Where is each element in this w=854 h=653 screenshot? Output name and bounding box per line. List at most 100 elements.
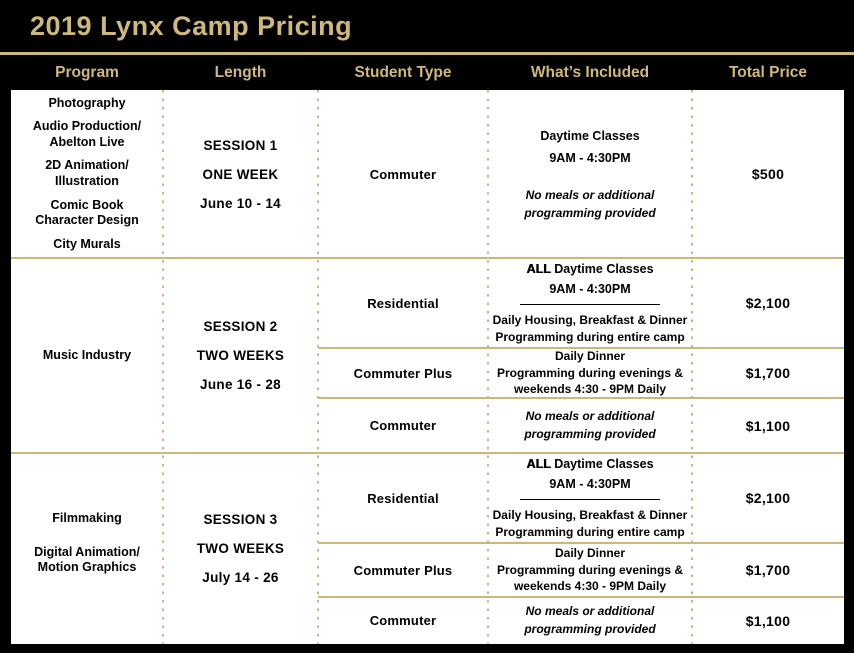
included-cell: No meals or additional programming provi…	[488, 398, 692, 453]
price-cell: $500	[692, 90, 844, 258]
program-name: Photography	[48, 95, 126, 110]
included-cell: Daytime Classes 9AM - 4:30PM No meals or…	[488, 90, 692, 258]
student-type: Residential	[367, 295, 439, 311]
included-classes: Daytime Classes 9AM - 4:30PM	[540, 128, 640, 165]
column-divider	[691, 90, 693, 644]
length-cell: SESSION 2 TWO WEEKS June 16 - 28	[163, 258, 318, 453]
included-all-emphasis: ALL	[526, 261, 551, 276]
student-type-cell: Commuter Plus	[318, 543, 488, 597]
price-cell: $1,100	[692, 398, 844, 453]
price-column: $2,100 $1,700 $1,100	[692, 453, 844, 644]
student-type-column: Residential Commuter Plus Commuter	[318, 453, 488, 644]
session-duration: TWO WEEKS	[196, 541, 285, 556]
student-type: Commuter	[369, 418, 437, 433]
student-type-column: Residential Commuter Plus Commuter	[318, 258, 488, 453]
price-cell: $2,100	[692, 453, 844, 543]
row-divider	[318, 542, 844, 544]
length-cell: SESSION 1 ONE WEEK June 10 - 14	[163, 90, 318, 258]
student-type: Commuter	[369, 166, 437, 182]
row-divider	[318, 397, 844, 399]
program-cell: Photography Audio Production/ Abelton Li…	[11, 90, 163, 258]
session-dates: July 14 - 26	[202, 570, 279, 585]
included-classes: ALL Daytime Classes	[526, 456, 653, 472]
session-duration: TWO WEEKS	[196, 348, 285, 363]
column-divider	[162, 90, 164, 644]
column-header-length: Length	[214, 63, 267, 81]
column-header-program: Program	[55, 63, 119, 81]
included-underline	[520, 498, 660, 500]
length-cell: SESSION 3 TWO WEEKS July 14 - 26	[163, 453, 318, 644]
program-name: City Murals	[53, 236, 121, 251]
included-hours: 9AM - 4:30PM	[549, 281, 631, 296]
student-type-column: Commuter	[318, 90, 488, 258]
price-column: $2,100 $1,700 $1,100	[692, 258, 844, 453]
total-price: $1,100	[745, 417, 791, 434]
page-title: 2019 Lynx Camp Pricing	[30, 10, 353, 41]
program-name: 2D Animation/ Illustration	[45, 158, 129, 188]
title-bar: 2019 Lynx Camp Pricing	[0, 0, 854, 52]
session-row-1: Photography Audio Production/ Abelton Li…	[11, 90, 844, 258]
included-cell: Daily Dinner Programming during evenings…	[488, 543, 692, 597]
student-type: Commuter Plus	[353, 365, 453, 381]
included-column: ALL Daytime Classes 9AM - 4:30PM Daily H…	[488, 258, 692, 453]
total-price: $2,100	[745, 295, 791, 311]
included-cell: Daily Dinner Programming during evenings…	[488, 348, 692, 398]
student-type: Commuter Plus	[353, 562, 453, 578]
included-detail: Daily Dinner Programming during evenings…	[496, 545, 684, 594]
title-divider	[0, 52, 854, 55]
column-header-whats-included: What’s Included	[530, 63, 650, 81]
included-detail: Daily Housing, Breakfast & Dinner Progra…	[492, 312, 688, 344]
price-cell: $1,100	[692, 597, 844, 644]
included-cell: No meals or additional programming provi…	[488, 597, 692, 644]
included-underline	[520, 303, 660, 305]
program-name: Digital Animation/ Motion Graphics	[34, 544, 140, 575]
student-type-cell: Residential	[318, 258, 488, 348]
price-cell: $1,700	[692, 348, 844, 398]
included-detail: Daily Housing, Breakfast & Dinner Progra…	[492, 507, 688, 539]
session-label: SESSION 1	[203, 137, 278, 153]
program-name: Comic Book Character Design	[35, 197, 139, 228]
column-header-total-price: Total Price	[728, 63, 808, 81]
total-price: $2,100	[745, 490, 791, 506]
included-column: Daytime Classes 9AM - 4:30PM No meals or…	[488, 90, 692, 258]
included-note: No meals or additional programming provi…	[524, 409, 656, 441]
student-type-cell: Commuter	[318, 398, 488, 453]
included-all-emphasis: ALL	[526, 456, 551, 471]
included-classes-label: Daytime Classes	[550, 456, 654, 471]
price-cell: $2,100	[692, 258, 844, 348]
price-column: $500	[692, 90, 844, 258]
table-header: Program Length Student Type What’s Inclu…	[0, 55, 854, 90]
price-cell: $1,700	[692, 543, 844, 597]
row-divider	[318, 596, 844, 598]
student-type-cell: Residential	[318, 453, 488, 543]
included-column: ALL Daytime Classes 9AM - 4:30PM Daily H…	[488, 453, 692, 644]
total-price: $500	[751, 166, 785, 182]
session-label: SESSION 3	[203, 512, 278, 527]
column-divider	[487, 90, 489, 644]
student-type: Residential	[367, 490, 439, 506]
included-classes-label: Daytime Classes	[550, 261, 654, 276]
program-cell: Filmmaking Digital Animation/ Motion Gra…	[11, 453, 163, 644]
session-dates: June 10 - 14	[200, 195, 281, 211]
table-body: Photography Audio Production/ Abelton Li…	[11, 90, 844, 644]
column-header-student-type: Student Type	[354, 63, 452, 81]
student-type-cell: Commuter	[318, 90, 488, 258]
total-price: $1,700	[745, 562, 791, 578]
row-divider	[318, 347, 844, 349]
student-type-cell: Commuter	[318, 597, 488, 644]
included-note: No meals or additional programming provi…	[524, 188, 656, 220]
session-duration: ONE WEEK	[202, 166, 279, 182]
included-classes: ALL Daytime Classes	[526, 261, 653, 277]
student-type-cell: Commuter Plus	[318, 348, 488, 398]
session-divider	[11, 452, 844, 454]
included-cell: ALL Daytime Classes 9AM - 4:30PM Daily H…	[488, 258, 692, 348]
session-row-2: Music Industry SESSION 2 TWO WEEKS June …	[11, 258, 844, 453]
included-note: No meals or additional programming provi…	[524, 604, 656, 636]
total-price: $1,100	[745, 612, 791, 629]
session-row-3: Filmmaking Digital Animation/ Motion Gra…	[11, 453, 844, 644]
column-divider	[317, 90, 319, 644]
session-divider	[11, 257, 844, 259]
total-price: $1,700	[745, 365, 791, 381]
included-hours: 9AM - 4:30PM	[549, 476, 631, 491]
